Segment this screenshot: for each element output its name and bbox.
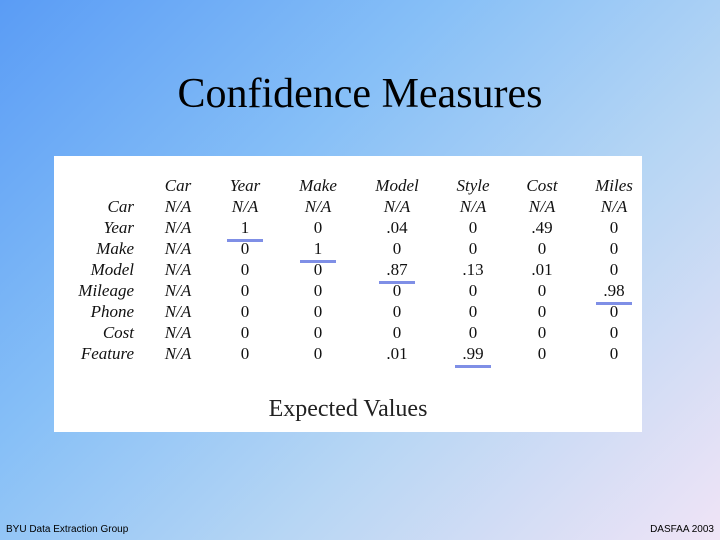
row-label: Car xyxy=(107,197,134,216)
matrix-cell: N/A xyxy=(600,197,628,216)
matrix-cell: .01 xyxy=(386,344,408,363)
highlight-underline xyxy=(596,302,632,305)
matrix-cell: 0 xyxy=(313,344,323,363)
column-header: Cost xyxy=(526,176,558,195)
matrix-cell: .04 xyxy=(386,218,408,237)
matrix-cell: 0 xyxy=(240,281,250,300)
footer-conference: DASFAA 2003 xyxy=(650,524,714,535)
matrix-cell: 1 xyxy=(313,239,323,258)
column-header: Car xyxy=(164,176,192,195)
highlight-underline xyxy=(227,239,263,242)
matrix-cell: 1 xyxy=(240,218,250,237)
row-label: Phone xyxy=(90,302,134,321)
matrix-cell: .98 xyxy=(603,281,625,300)
column-header: Model xyxy=(375,176,419,195)
matrix-cell: 0 xyxy=(468,302,478,321)
matrix-cell: N/A xyxy=(231,197,259,216)
matrix-cell: 0 xyxy=(609,239,619,258)
matrix-cell: N/A xyxy=(164,197,192,216)
matrix-cell: .99 xyxy=(462,344,484,363)
matrix-cell: 0 xyxy=(609,260,619,279)
highlight-underline xyxy=(379,281,415,284)
matrix-cell: .13 xyxy=(462,260,484,279)
matrix-cell: .49 xyxy=(531,218,553,237)
matrix-cell: 0 xyxy=(468,323,478,342)
matrix-cell: 0 xyxy=(240,344,250,363)
matrix-cell: N/A xyxy=(164,302,192,321)
matrix-cell: 0 xyxy=(468,281,478,300)
matrix-cell: 0 xyxy=(609,218,619,237)
column-header: Year xyxy=(229,176,261,195)
matrix-cell: 0 xyxy=(609,302,619,321)
matrix-cell: N/A xyxy=(164,239,192,258)
matrix-cell: N/A xyxy=(528,197,556,216)
matrix-cell: 0 xyxy=(313,218,323,237)
matrix-cell: N/A xyxy=(304,197,332,216)
matrix-cell: 0 xyxy=(240,260,250,279)
matrix-cell: 0 xyxy=(392,302,402,321)
slide-title: Confidence Measures xyxy=(177,71,543,117)
matrix-cell: 0 xyxy=(537,281,547,300)
matrix-caption: Expected Values xyxy=(268,396,428,422)
matrix-cell: N/A xyxy=(164,344,192,363)
matrix-cell: .01 xyxy=(531,260,553,279)
row-label: Make xyxy=(96,239,134,258)
highlight-underline xyxy=(455,365,491,368)
matrix-cell: N/A xyxy=(383,197,411,216)
row-label: Mileage xyxy=(78,281,134,300)
confidence-matrix: Car Year Make Model Style Cost Miles Car N/A N/A N… xyxy=(54,156,642,376)
matrix-cell: 0 xyxy=(313,281,323,300)
matrix-cell: N/A xyxy=(164,281,192,300)
column-header: Make xyxy=(299,176,337,195)
matrix-cell: 0 xyxy=(313,302,323,321)
matrix-cell: 0 xyxy=(313,323,323,342)
matrix-cell: 0 xyxy=(468,218,478,237)
matrix-cell: N/A xyxy=(164,260,192,279)
matrix-cell: 0 xyxy=(240,239,250,258)
matrix-cell: 0 xyxy=(240,302,250,321)
row-label: Feature xyxy=(80,344,134,363)
matrix-cell: N/A xyxy=(164,323,192,342)
confidence-matrix-panel: Car Year Make Model Style Cost Miles Car N/A N/A N… xyxy=(54,156,642,432)
column-header: Style xyxy=(456,176,490,195)
matrix-cell: 0 xyxy=(609,323,619,342)
matrix-cell: .87 xyxy=(386,260,408,279)
highlight-underline xyxy=(300,260,336,263)
matrix-cell: 0 xyxy=(313,260,323,279)
footer-group-name: BYU Data Extraction Group xyxy=(6,524,129,535)
matrix-cell: N/A xyxy=(459,197,487,216)
matrix-cell: 0 xyxy=(537,302,547,321)
row-label: Model xyxy=(90,260,134,279)
matrix-cell: 0 xyxy=(392,323,402,342)
matrix-cell: 0 xyxy=(392,281,402,300)
matrix-cell: 0 xyxy=(537,323,547,342)
row-label: Cost xyxy=(102,323,134,342)
matrix-cell: 0 xyxy=(537,239,547,258)
matrix-cell: 0 xyxy=(537,344,547,363)
row-label: Year xyxy=(103,218,134,237)
column-header: Miles xyxy=(595,176,633,195)
matrix-cell: N/A xyxy=(164,218,192,237)
matrix-cell: 0 xyxy=(392,239,402,258)
matrix-cell: 0 xyxy=(609,344,619,363)
matrix-cell: 0 xyxy=(240,323,250,342)
matrix-cell: 0 xyxy=(468,239,478,258)
